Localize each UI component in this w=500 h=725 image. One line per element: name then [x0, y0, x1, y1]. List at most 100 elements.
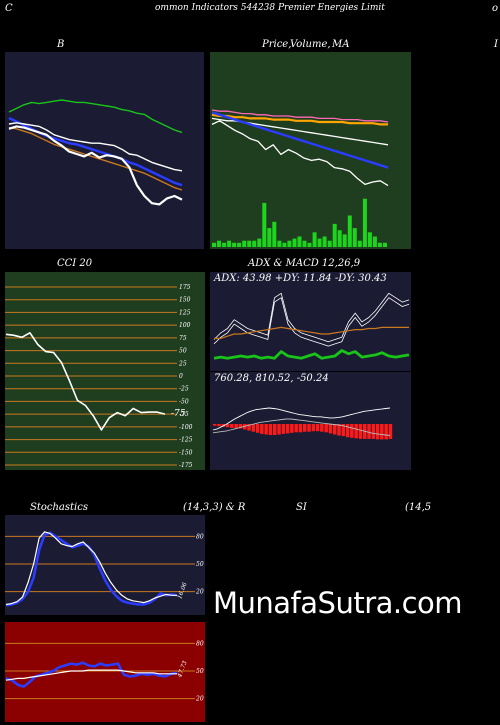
volume-bar: [317, 238, 322, 247]
macd-histogram-bar: [358, 424, 363, 439]
volume-bar: [312, 232, 317, 247]
cci-tick-label: -150: [179, 449, 193, 456]
volume-bar: [252, 240, 257, 247]
adx-readout: ADX: 43.98 +DY: 11.84 -DY: 30.43: [214, 273, 387, 284]
macd-histogram-bar: [251, 424, 256, 432]
stoch-title-b: (14,3,3) & R: [183, 502, 246, 513]
bollinger-chart: [5, 52, 204, 249]
macd-histogram-bar: [238, 424, 243, 429]
volume-bar: [287, 240, 292, 247]
panel-background: [5, 52, 204, 249]
macd-histogram-bar: [225, 424, 230, 428]
macd-histogram-bar: [367, 424, 371, 439]
volume-bar: [377, 242, 382, 247]
volume-bar: [337, 230, 342, 247]
macd-histogram-bar: [285, 424, 290, 434]
stochastics-panel: 80 50 20 16.06: [5, 515, 205, 615]
stoch-tick-label: 20: [195, 589, 204, 596]
macd-histogram-bar: [311, 424, 316, 432]
panel-background: [5, 515, 205, 615]
macd-histogram-bar: [371, 424, 376, 439]
adx-line-upper: [213, 292, 410, 343]
adx-chart: [210, 272, 411, 371]
stoch-tick-label: 50: [196, 561, 204, 568]
rsi-tick-label: 20: [195, 696, 204, 703]
price-title-c: MA: [332, 39, 350, 50]
cci-current-label: -75: [171, 409, 186, 419]
volume-bar: [302, 240, 307, 247]
price-title-b: Volume,: [290, 39, 331, 50]
stoch-title-a: Stochastics: [30, 502, 88, 513]
macd-histogram-bar: [384, 424, 388, 440]
adx-line-2: [214, 326, 409, 340]
cci-tick-label: -75: [179, 411, 189, 418]
panel-background: [210, 52, 411, 249]
panel-background: [210, 372, 411, 470]
price-volume-panel: [210, 52, 411, 249]
volume-bar: [292, 238, 297, 247]
volume-bar: [372, 236, 377, 247]
volume-bar: [272, 221, 277, 247]
macd-histogram-bar: [217, 424, 221, 427]
rsi-tick-label: 80: [196, 640, 204, 647]
macd-histogram-bar: [294, 424, 298, 433]
macd-histogram-bar: [260, 424, 264, 434]
bollinger-panel: [5, 52, 204, 249]
macd-histogram-bar: [337, 424, 341, 436]
volume-bar: [362, 198, 367, 247]
volume-bar: [322, 236, 327, 247]
cci-tick-label: -25: [179, 386, 189, 393]
panel-background: [5, 622, 205, 722]
bollinger-series-line-3: [8, 122, 183, 172]
macd-histogram-bar: [213, 424, 217, 426]
macd-histogram-bar: [320, 424, 324, 432]
volume-bar: [297, 236, 302, 247]
macd-histogram-bar: [247, 424, 251, 431]
macd-histogram-bar: [375, 424, 380, 440]
cci-line: [5, 331, 166, 431]
cci-tick-label: 125: [179, 309, 191, 316]
rsi-panel: 80 50 20 47.73: [5, 622, 205, 722]
rsi-title-b: (14,5: [405, 502, 432, 513]
macd-histogram-bar: [234, 424, 238, 429]
price-series-line-5: [211, 120, 389, 187]
macd-histogram-bar: [264, 424, 268, 435]
price-series-line-2: [211, 113, 388, 126]
volume-bar: [267, 228, 272, 247]
header-title: ommon Indicators 544238 Premier Energies…: [155, 3, 385, 13]
volume-bar: [352, 228, 357, 247]
volume-bar: [327, 240, 332, 247]
macd-histogram-bar: [307, 424, 311, 432]
macd-histogram-bar: [341, 424, 346, 437]
panel-background: [5, 272, 205, 470]
cci-title: CCI 20: [57, 258, 93, 269]
volume-bar: [357, 240, 362, 247]
cci-tick-label: -125: [179, 437, 193, 444]
cci-tick-label: 150: [179, 297, 191, 304]
cci-tick-label: -175: [179, 462, 193, 469]
stoch-tick-label: 80: [196, 533, 204, 540]
adx-line-3: [213, 349, 410, 360]
cci-tick-label: 25: [178, 360, 187, 367]
macd-histogram-bar: [303, 424, 307, 432]
volume-bar: [222, 242, 227, 247]
cci-panel: 175 150 125 100 75 50 25 0 -25 -50 -75 -100 -125 -150…: [5, 272, 205, 470]
volume-bar: [367, 232, 372, 247]
macd-histogram-bar: [255, 424, 260, 433]
cci-tick-label: 175: [179, 284, 191, 291]
macd-histogram-bar: [380, 424, 384, 440]
volume-bar: [212, 242, 216, 247]
bollinger-series-line-4: [8, 126, 183, 191]
volume-bar: [232, 242, 237, 247]
cci-tick-label: -100: [179, 424, 193, 431]
volume-bar: [257, 238, 262, 247]
stoch-d-line: [5, 531, 177, 606]
cci-tick-label: -50: [179, 398, 189, 405]
header-right-letter: o: [492, 3, 499, 14]
macd-histogram-bar: [324, 424, 328, 433]
cci-tick-label: 0: [179, 373, 183, 380]
price-volume-chart: [210, 52, 411, 249]
volume-bar: [282, 242, 287, 247]
